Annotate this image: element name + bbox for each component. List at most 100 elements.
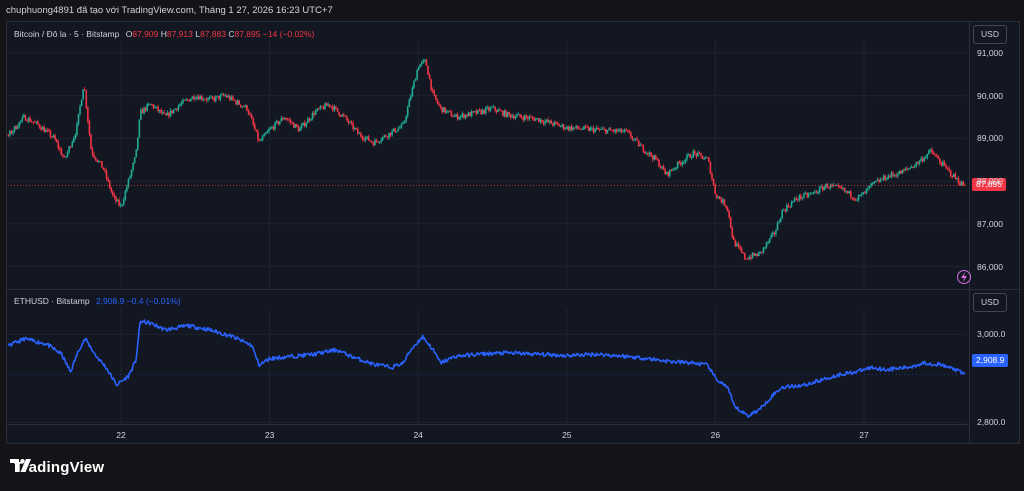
btc-candle-body <box>620 128 623 133</box>
btc-candle-body <box>224 95 226 97</box>
btc-candle-body <box>313 112 315 115</box>
btc-candle-body <box>335 106 337 109</box>
btc-candle-body <box>222 94 225 96</box>
btc-candle-body <box>711 173 713 179</box>
btc-candle-body <box>243 106 245 108</box>
btc-candle-body <box>392 128 395 131</box>
btc-candle-body <box>575 125 578 128</box>
btc-candle-body <box>469 112 471 117</box>
btc-candle-body <box>860 193 863 195</box>
btc-candle-body <box>269 128 272 130</box>
btc-candle-body <box>857 194 860 200</box>
btc-candle-body <box>417 67 420 71</box>
btc-candle-body <box>190 99 192 102</box>
btc-candle-body <box>408 99 411 108</box>
btc-candle-body <box>695 153 698 157</box>
btc-candle-body <box>723 199 726 206</box>
btc-candle-body <box>140 109 142 120</box>
btc-candle-body <box>83 89 86 91</box>
btc-candle-body <box>342 114 345 116</box>
btc-candle-body <box>285 118 287 120</box>
btc-candle-body <box>63 156 66 158</box>
btc-currency-button[interactable]: USD <box>973 25 1007 44</box>
btc-candle-body <box>321 106 323 108</box>
lightning-icon[interactable] <box>957 270 971 284</box>
btc-candle-body <box>202 99 205 101</box>
btc-candle-body <box>821 186 824 191</box>
btc-y-tick-label: 88,000 <box>977 176 1003 187</box>
btc-candle-body <box>60 149 63 155</box>
btc-candle-body <box>438 103 440 106</box>
btc-candle-body <box>16 127 19 130</box>
btc-candle-body <box>405 116 407 122</box>
btc-candle-body <box>903 169 905 171</box>
btc-candle-body <box>942 162 944 166</box>
btc-candle-body <box>82 89 84 100</box>
btc-candle-body <box>277 121 280 125</box>
btc-candle-body <box>463 113 465 119</box>
btc-candle-body <box>550 120 553 124</box>
btc-candle-body <box>388 132 390 138</box>
btc-candle-body <box>498 109 501 111</box>
btc-candle-body <box>338 111 340 116</box>
btc-candle-body <box>923 157 925 162</box>
btc-low: 87,883 <box>199 29 226 39</box>
btc-change: −14 (−0.02%) <box>262 29 315 39</box>
btc-candle-body <box>656 159 659 160</box>
btc-candle-body <box>875 180 877 183</box>
btc-candle-body <box>640 144 643 146</box>
btc-candle-body <box>818 187 821 193</box>
btc-candle-body <box>765 242 768 247</box>
btc-candle-body <box>837 185 840 187</box>
btc-candle-body <box>573 127 576 129</box>
btc-candle-body <box>108 180 111 188</box>
btc-candle-body <box>541 119 543 123</box>
btc-candle-body <box>720 199 723 203</box>
btc-candle-body <box>118 199 120 206</box>
btc-candle-body <box>183 99 186 101</box>
btc-candle-body <box>152 104 155 108</box>
btc-candle-body <box>870 183 872 186</box>
btc-candle-body <box>394 128 397 133</box>
btc-candle-body <box>567 126 570 131</box>
btc-candle-body <box>40 127 42 130</box>
btc-candle-body <box>12 131 14 134</box>
btc-candle-body <box>896 174 899 177</box>
btc-candle-body <box>953 173 955 177</box>
tradingview-logo[interactable]: TradingView <box>10 459 104 476</box>
btc-candle-body <box>266 131 269 134</box>
btc-candle-body <box>539 119 542 122</box>
btc-candle-body <box>255 129 258 132</box>
btc-candle-body <box>238 100 241 105</box>
btc-candle-body <box>673 168 676 170</box>
btc-candle-body <box>592 127 595 133</box>
btc-candle-body <box>436 99 439 104</box>
btc-candle-body <box>430 79 432 90</box>
btc-candle-body <box>920 158 922 161</box>
btc-candle-body <box>474 110 476 112</box>
btc-candle-body <box>536 118 539 119</box>
btc-candle-body <box>825 184 827 188</box>
btc-candle-body <box>366 136 368 138</box>
btc-candle-body <box>247 110 250 114</box>
btc-candle-body <box>235 100 237 105</box>
btc-candle-body <box>564 128 567 130</box>
btc-candle-body <box>122 199 125 205</box>
btc-candle-body <box>779 218 782 222</box>
btc-candle-body <box>630 132 632 138</box>
btc-candle-body <box>823 187 826 191</box>
btc-candle-body <box>250 115 253 119</box>
btc-candle-body <box>882 175 885 180</box>
btc-candle-body <box>750 256 752 259</box>
btc-candle-body <box>116 199 119 202</box>
btc-candle-body <box>163 112 166 114</box>
btc-candle-body <box>149 103 152 105</box>
btc-candle-body <box>745 258 748 260</box>
btc-candle-body <box>954 173 957 179</box>
btc-candle-body <box>302 122 304 126</box>
btc-candle-body <box>74 134 77 138</box>
btc-candle-body <box>305 123 308 127</box>
btc-candle-body <box>553 121 556 126</box>
eth-currency-button[interactable]: USD <box>973 293 1007 312</box>
